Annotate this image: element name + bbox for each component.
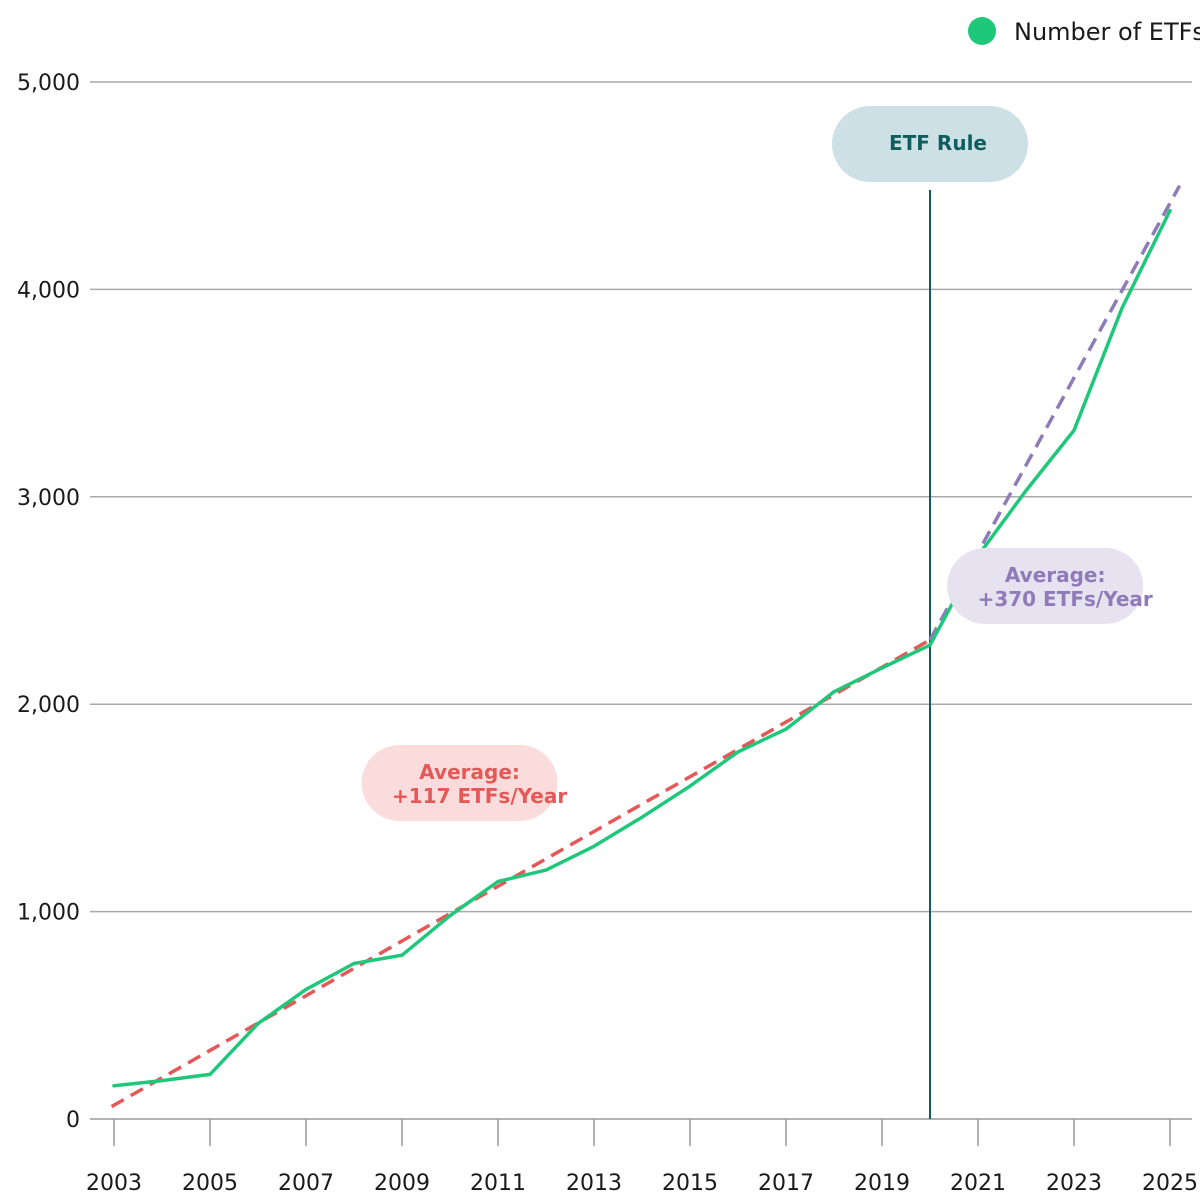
x-tick-label: 2013 [566,1171,622,1196]
x-tick-label: 2011 [470,1171,526,1196]
data-point [1072,428,1076,433]
data-point [448,914,452,918]
trend-line-2 [928,184,1182,641]
data-point [688,784,692,788]
trend-line-1 [110,638,931,1109]
data-point [928,643,932,647]
event-marker: ETF Rule [832,106,1028,1119]
y-axis-tick-labels: 0 1,000 2,000 3,000 4,000 5,000 [17,71,80,1133]
x-tick-label: 2025 [1142,1171,1198,1196]
data-point [1120,306,1124,310]
x-tick-label: 2003 [86,1171,142,1196]
data-point [160,1079,164,1083]
data-point [832,690,836,694]
data-point [400,953,404,957]
data-point [736,750,740,754]
y-tick-label: 5,000 [17,71,80,96]
data-point [544,868,548,872]
data-point [352,961,356,966]
etf-rule-label-bg [832,106,1028,182]
data-point [1024,488,1028,493]
trend-annotation-line2: +117 ETFs/Year [392,784,567,808]
data-point [1168,208,1172,213]
data-point [880,666,884,670]
legend: Number of ETFs [968,17,1200,46]
x-tick-label: 2021 [950,1171,1006,1196]
trend-annotation-line1: Average: [1005,563,1106,587]
y-tick-label: 3,000 [17,486,80,511]
data-point [784,727,788,731]
data-point [640,815,644,819]
x-tick-label: 2017 [758,1171,814,1196]
x-tick-label: 2023 [1046,1171,1102,1196]
y-tick-label: 4,000 [17,278,80,303]
trend-annotation-line1: Average: [419,760,520,784]
y-tick-label: 2,000 [17,693,80,718]
series-line-etf-count [112,208,1172,1088]
x-tick-label: 2019 [854,1171,910,1196]
data-point [592,844,596,848]
series-lines [112,208,1172,1088]
trend-lines [110,184,1182,1109]
data-point [112,1084,116,1088]
y-tick-label: 0 [66,1108,80,1133]
data-point [208,1072,212,1077]
data-point [496,879,500,884]
trend-annotation-bg [947,547,1144,624]
trend-annotation-bg [361,745,558,822]
y-tick-label: 1,000 [17,901,80,926]
trend-annotation-line2: +370 ETFs/Year [978,587,1153,611]
x-tick-label: 2007 [278,1171,334,1196]
x-tick-label: 2005 [182,1171,238,1196]
legend-swatch [968,17,996,45]
x-axis: 2003 2005 2007 2009 2011 2013 2015 2017 2019 2021… [86,1118,1198,1196]
horizontal-grid [90,81,1192,913]
x-tick-label: 2015 [662,1171,718,1196]
data-point [304,987,308,991]
x-tick-label: 2009 [374,1171,430,1196]
etf-rule-label: ETF Rule [889,131,987,155]
legend-label: Number of ETFs [1014,18,1200,46]
data-point [256,1021,260,1026]
